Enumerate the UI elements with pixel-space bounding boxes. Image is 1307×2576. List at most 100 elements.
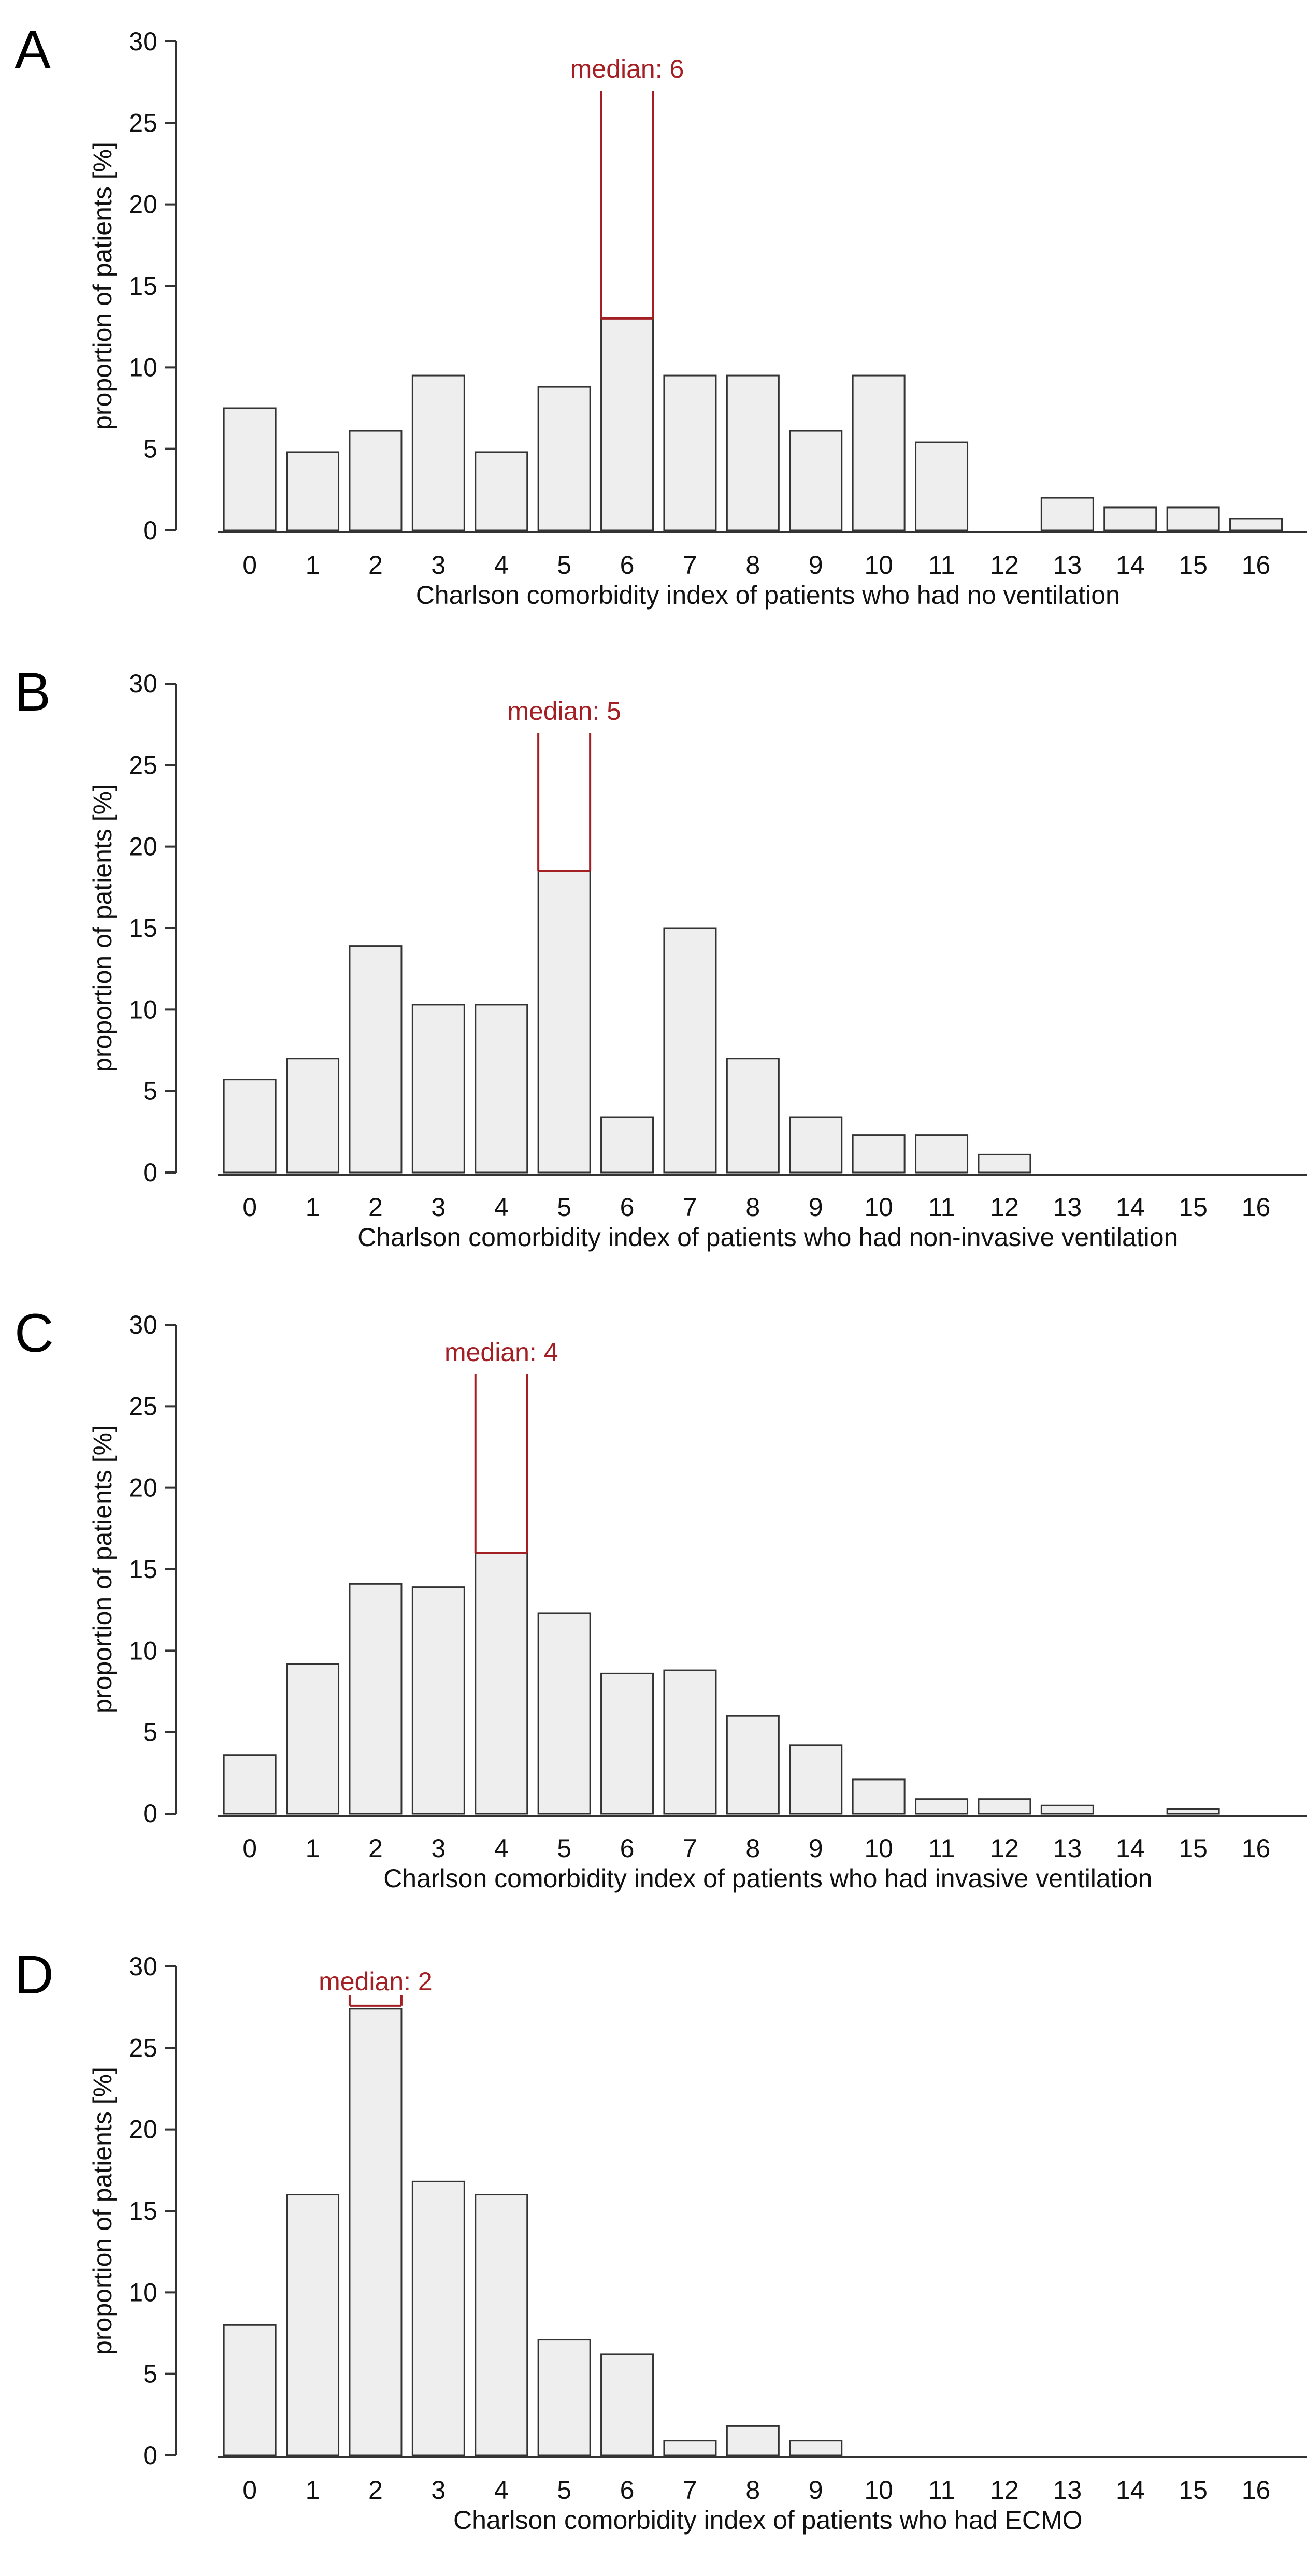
y-tick-label: 15 [128, 914, 157, 943]
x-tick-label: 3 [431, 1193, 446, 1222]
bar [1103, 506, 1157, 531]
x-axis-label: Charlson comorbidity index of patients w… [383, 1864, 1152, 1893]
x-tick-label: 9 [809, 551, 823, 580]
x-tick-label: 10 [864, 2476, 893, 2505]
bar [663, 927, 717, 1174]
bar [411, 1586, 465, 1815]
panel-d: D proportion of patients [%] Charlson co… [15, 1945, 1307, 2535]
bar [915, 1134, 969, 1174]
y-tick-label: 10 [128, 353, 157, 382]
x-tick-label: 11 [928, 1834, 955, 1863]
bar [411, 2180, 465, 2456]
x-tick-label: 15 [1179, 551, 1208, 580]
bar [411, 1004, 465, 1174]
y-axis-label: proportion of patients [%] [88, 1425, 117, 1713]
y-tick-label: 5 [143, 2360, 157, 2389]
x-tick-label: 1 [306, 2476, 320, 2505]
bar [663, 1669, 717, 1815]
bar [789, 430, 843, 531]
y-tick-label: 20 [128, 190, 157, 219]
x-tick-label: 11 [928, 551, 955, 580]
x-tick-label: 5 [557, 1834, 571, 1863]
bar [475, 1004, 528, 1174]
panel-a: A proportion of patients [%] Charlson co… [15, 20, 1307, 610]
median-label: median: 6 [570, 54, 684, 83]
y-tick-label: 30 [128, 27, 157, 56]
x-tick-label: 14 [1116, 1193, 1145, 1222]
panel-c: C proportion of patients [%] Charlson co… [15, 1303, 1307, 1893]
y-tick-label: 30 [128, 1310, 157, 1339]
y-tick-label: 15 [128, 271, 157, 300]
bar [349, 430, 403, 531]
x-tick-label: 4 [494, 1193, 509, 1222]
x-tick-label: 15 [1179, 1193, 1208, 1222]
y-axis-label: proportion of patients [%] [88, 784, 117, 1072]
y-tick-label: 20 [128, 2115, 157, 2144]
x-tick-label: 8 [745, 551, 760, 580]
x-tick-label: 0 [242, 1834, 257, 1863]
bar [600, 1116, 654, 1174]
bar [852, 1778, 906, 1815]
x-tick-label: 5 [557, 2476, 571, 2505]
bar [537, 870, 591, 1174]
bar [726, 2425, 780, 2456]
x-tick-label: 9 [809, 1193, 823, 1222]
bar [915, 1798, 969, 1815]
bar [663, 2440, 717, 2456]
panel-letter: D [15, 1945, 54, 2005]
bar [475, 1552, 528, 1815]
x-tick-label: 8 [745, 1193, 760, 1222]
bar [789, 2440, 843, 2456]
x-tick-label: 10 [864, 1193, 893, 1222]
x-tick-label: 9 [809, 2476, 823, 2505]
x-tick-label: 2 [368, 1834, 383, 1863]
y-tick-label: 25 [128, 2033, 157, 2062]
y-tick-label: 5 [143, 1718, 157, 1747]
bar [600, 2353, 654, 2456]
panel-letter: B [15, 662, 51, 722]
x-tick-label: 12 [990, 551, 1019, 580]
bar [411, 374, 465, 531]
x-tick-label: 13 [1053, 1834, 1082, 1863]
y-tick-label: 0 [143, 1799, 157, 1828]
x-tick-label: 11 [928, 1193, 955, 1222]
bar [726, 374, 780, 531]
y-tick-label: 0 [143, 2441, 157, 2470]
bar [286, 1663, 340, 1815]
x-tick-label: 7 [683, 551, 697, 580]
x-tick-label: 6 [620, 551, 635, 580]
bar [223, 407, 277, 531]
x-tick-label: 9 [809, 1834, 823, 1863]
x-tick-label: 16 [1242, 2476, 1271, 2505]
panel-letter: C [15, 1303, 54, 1364]
x-tick-label: 8 [745, 1834, 760, 1863]
bar [789, 1116, 843, 1174]
x-axis-label: Charlson comorbidity index of patients w… [357, 1223, 1178, 1252]
bar [537, 386, 591, 531]
y-tick-label: 0 [143, 516, 157, 545]
bar [852, 1134, 906, 1174]
y-tick-label: 15 [128, 1555, 157, 1584]
x-tick-label: 5 [557, 551, 571, 580]
x-axis-label: Charlson comorbidity index of patients w… [416, 581, 1120, 610]
x-tick-label: 2 [368, 2476, 383, 2505]
y-tick-label: 0 [143, 1158, 157, 1187]
bar [286, 451, 340, 531]
bar [600, 1672, 654, 1815]
x-tick-label: 7 [683, 1834, 697, 1863]
panel-letter: A [15, 20, 51, 80]
bar [978, 1153, 1031, 1174]
median-label: median: 4 [444, 1338, 558, 1367]
bar [978, 1798, 1031, 1815]
x-tick-label: 13 [1053, 2476, 1082, 2505]
y-tick-label: 15 [128, 2196, 157, 2225]
x-tick-label: 12 [990, 1193, 1019, 1222]
x-tick-label: 16 [1242, 551, 1271, 580]
x-tick-label: 13 [1053, 551, 1082, 580]
bar [537, 2339, 591, 2456]
x-tick-label: 3 [431, 551, 446, 580]
y-tick-label: 25 [128, 1392, 157, 1421]
x-tick-label: 6 [620, 2476, 635, 2505]
